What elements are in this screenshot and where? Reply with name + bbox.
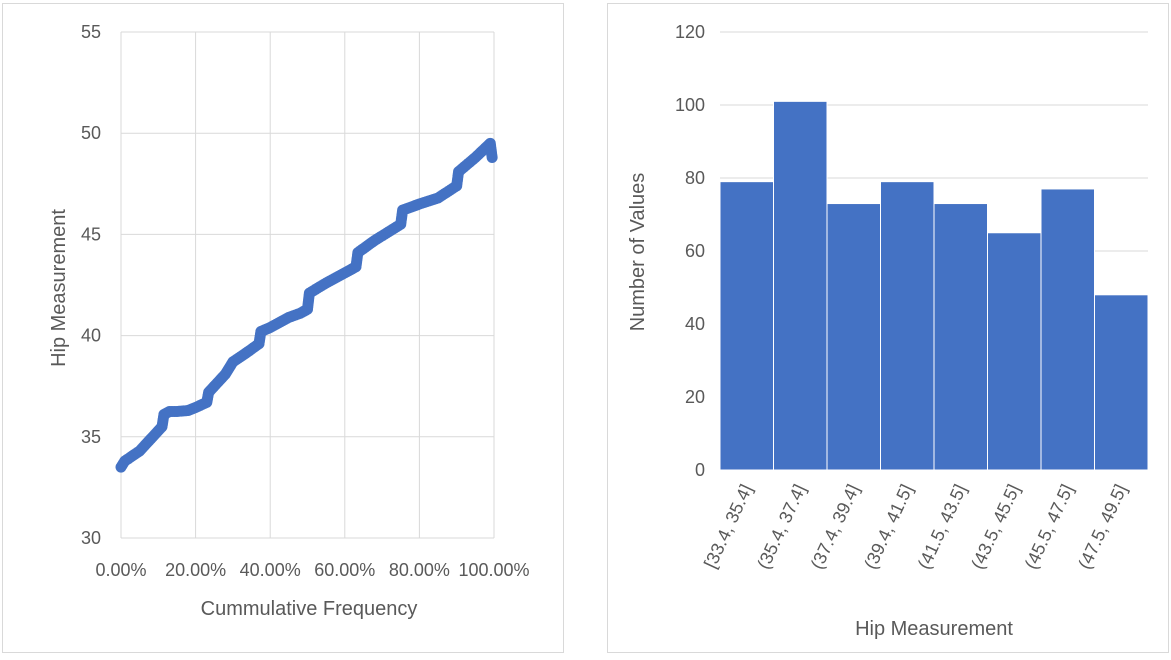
y-axis-title: Number of Values [627,173,649,332]
y-tick-label: 80 [685,168,705,188]
y-tick-label: 50 [81,123,101,143]
x-tick-label: 0.00% [95,560,146,580]
histogram-bar [987,232,1042,471]
histogram-bar [933,203,988,471]
x-tick-label: (43.5, 45.5] [967,481,1024,572]
x-axis-title: Cummulative Frequency [201,598,418,620]
scatter-chart-panel: 30 35 40 45 50 55 0.00% 20.00% 40.00% 60.00% 80.0… [2,3,564,653]
y-tick-label: 60 [685,241,705,261]
x-tick-label: 80.00% [389,560,450,580]
x-tick-label: (37.4, 39.4] [807,481,864,572]
y-tick-label: 120 [675,22,705,42]
scatter-point [486,151,498,163]
histogram-bar [1040,188,1095,471]
x-tick-label: (35.4, 37.4] [753,481,810,572]
y-tick-label: 100 [675,95,705,115]
x-tick-label: 40.00% [240,560,301,580]
y-tick-label: 0 [695,460,705,480]
y-tick-label: 45 [81,224,101,244]
histogram-bar [773,100,828,471]
x-tick-label: 100.00% [458,560,529,580]
x-axis-title: Hip Measurement [855,618,1013,640]
y-tick-label: 40 [81,326,101,346]
y-tick-label: 40 [685,314,705,334]
histogram-bar [719,181,774,471]
y-tick-label: 55 [81,22,101,42]
histogram-chart-panel: 0 20 40 60 80 100 120 [33.4, 35.4] (35.4, 37.4]… [607,3,1169,653]
y-axis-title: Hip Measurement [48,209,70,367]
x-tick-label: (47.5, 49.5] [1074,481,1131,572]
scatter-chart: 30 35 40 45 50 55 0.00% 20.00% 40.00% 60.00% 80.0… [48,22,530,620]
histogram-bar [880,181,935,471]
histogram-bar [826,203,881,471]
x-tick-label: (39.4, 41.5] [860,481,917,572]
histogram-chart: 0 20 40 60 80 100 120 [33.4, 35.4](35.4, 37.4]… [627,22,1149,640]
y-tick-label: 35 [81,427,101,447]
x-tick-label: 20.00% [165,560,226,580]
x-tick-label: (45.5, 47.5] [1021,481,1078,572]
x-tick-label: (41.5, 43.5] [914,481,971,572]
x-tick-label: [33.4, 35.4] [700,481,756,571]
y-tick-label: 20 [685,387,705,407]
y-tick-label: 30 [81,528,101,548]
histogram-bar [1094,294,1149,471]
x-tick-label: 60.00% [314,560,375,580]
